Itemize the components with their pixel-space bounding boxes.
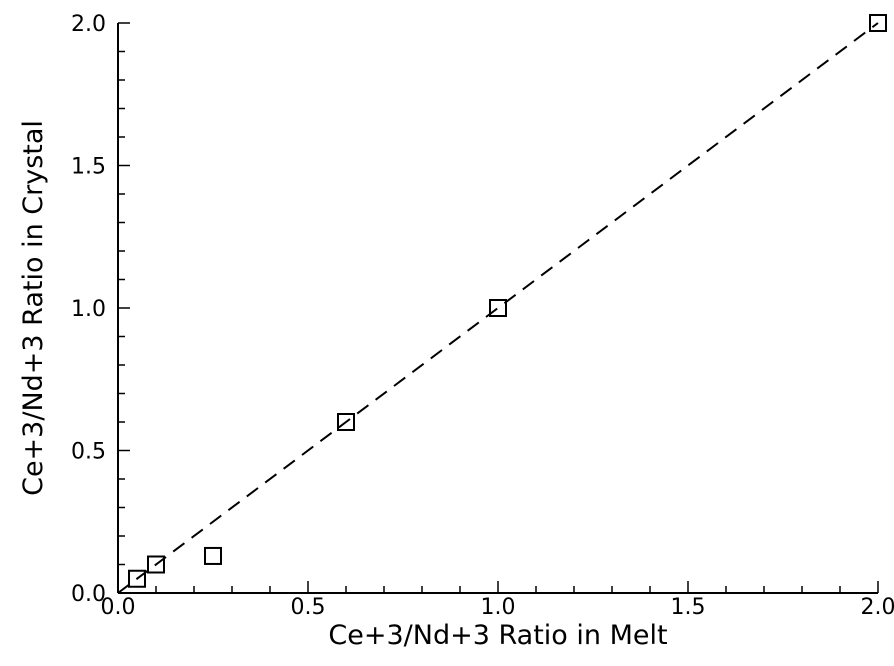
tick-marks <box>117 22 879 594</box>
data-point <box>147 555 165 574</box>
y-tick-label: 1.5 <box>71 155 106 180</box>
reference-line <box>117 22 879 594</box>
tick-labels: 0.0 0.5 1.0 1.5 2.0 0.0 0.5 1.0 1.5 2.0 <box>71 12 894 620</box>
x-axis-label: Ce+3/Nd+3 Ratio in Melt <box>328 620 667 651</box>
data-point <box>869 14 887 32</box>
x-tick-label: 0.5 <box>291 595 326 620</box>
reference-line-group <box>117 22 879 594</box>
data-points <box>128 14 887 588</box>
x-tick-label: 2.0 <box>861 595 894 620</box>
data-point <box>489 299 507 317</box>
y-axis-label: Ce+3/Nd+3 Ratio in Crystal <box>18 120 49 496</box>
y-tick-label: 1.0 <box>71 297 106 322</box>
x-tick-label: 1.5 <box>671 595 706 620</box>
x-tick-label: 0.0 <box>101 595 136 620</box>
x-tick-label: 1.0 <box>481 595 516 620</box>
y-tick-label: 0.0 <box>71 582 106 607</box>
y-tick-label: 0.5 <box>71 440 106 465</box>
data-point <box>337 413 355 431</box>
data-point <box>128 569 146 588</box>
y-tick-label: 2.0 <box>71 12 106 37</box>
data-point <box>204 546 222 565</box>
